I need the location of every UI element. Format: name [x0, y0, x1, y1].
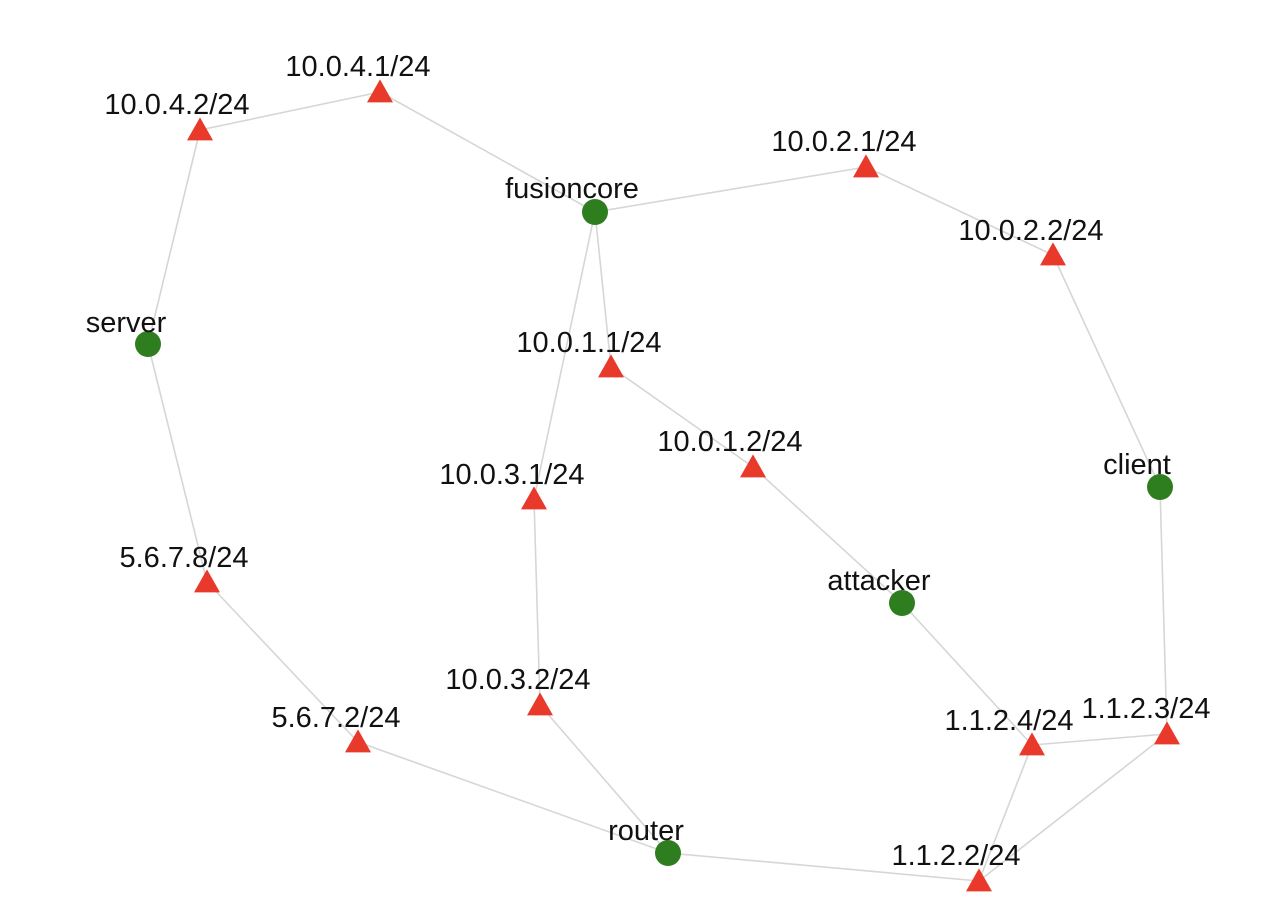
- node-label-ip_1_1_2_4: 1.1.2.4/24: [945, 705, 1074, 737]
- edge-ip_10_0_2_1-ip_10_0_2_2: [865, 166, 1054, 256]
- edge-ip_1_1_2_4-ip_1_1_2_2: [978, 744, 1033, 882]
- interface-node-ip_5_6_7_8[interactable]: [194, 569, 220, 593]
- edge-layer: [147, 91, 1168, 882]
- node-label-ip_10_0_4_1: 10.0.4.1/24: [285, 51, 430, 83]
- edge-ip_10_0_4_2-server: [147, 129, 201, 345]
- host-node-fusioncore[interactable]: [582, 199, 608, 225]
- node-label-ip_10_0_1_1: 10.0.1.1/24: [516, 327, 661, 359]
- node-label-ip_10_0_3_1: 10.0.3.1/24: [439, 459, 584, 491]
- node-label-server: server: [86, 307, 167, 339]
- node-layer: [135, 79, 1180, 892]
- edge-ip_10_0_2_2-client: [1052, 254, 1161, 488]
- label-layer: fusioncore server client attacker router 10.0…: [86, 51, 1211, 872]
- interface-node-ip_1_1_2_4[interactable]: [1019, 732, 1045, 756]
- edge-ip_10_0_4_1-ip_10_0_4_2: [199, 91, 381, 131]
- node-label-ip_10_0_1_2: 10.0.1.2/24: [657, 426, 802, 458]
- interface-node-ip_1_1_2_3[interactable]: [1154, 721, 1180, 745]
- interface-node-ip_1_1_2_2[interactable]: [966, 868, 992, 892]
- edge-server-ip_5_6_7_8: [147, 343, 208, 583]
- node-label-ip_1_1_2_2: 1.1.2.2/24: [892, 840, 1021, 872]
- edge-attacker-ip_1_1_2_4: [901, 602, 1033, 746]
- edge-ip_10_0_1_2-attacker: [752, 466, 903, 604]
- interface-node-ip_5_6_7_2[interactable]: [345, 729, 371, 753]
- interface-node-ip_10_0_1_2[interactable]: [740, 454, 766, 478]
- interface-node-ip_10_0_2_1[interactable]: [853, 154, 879, 178]
- interface-node-ip_10_0_4_2[interactable]: [187, 117, 213, 141]
- edge-ip_10_0_3_1-ip_10_0_3_2: [533, 498, 541, 706]
- node-label-ip_10_0_2_1: 10.0.2.1/24: [771, 126, 916, 158]
- host-node-server[interactable]: [135, 331, 161, 357]
- node-label-ip_10_0_3_2: 10.0.3.2/24: [445, 664, 590, 696]
- host-node-client[interactable]: [1147, 474, 1173, 500]
- edge-ip_1_1_2_2-ip_1_1_2_3: [978, 733, 1168, 882]
- edge-ip_5_6_7_8-ip_5_6_7_2: [206, 581, 359, 743]
- host-node-router[interactable]: [655, 840, 681, 866]
- interface-node-ip_10_0_2_2[interactable]: [1040, 242, 1066, 266]
- edge-ip_1_1_2_4-ip_1_1_2_3: [1031, 733, 1168, 746]
- node-label-ip_1_1_2_3: 1.1.2.3/24: [1082, 693, 1211, 725]
- edge-fusioncore-ip_10_0_2_1: [594, 166, 867, 213]
- interface-node-ip_10_0_3_1[interactable]: [521, 486, 547, 510]
- interface-node-ip_10_0_1_1[interactable]: [598, 354, 624, 378]
- host-node-attacker[interactable]: [889, 590, 915, 616]
- edge-ip_5_6_7_2-router: [357, 741, 669, 854]
- node-label-client: client: [1103, 449, 1171, 481]
- edge-client-ip_1_1_2_3: [1159, 486, 1168, 735]
- node-label-ip_5_6_7_2: 5.6.7.2/24: [272, 702, 401, 734]
- interface-node-ip_10_0_4_1[interactable]: [367, 79, 393, 103]
- node-label-router: router: [608, 815, 684, 847]
- edge-ip_10_0_3_2-router: [539, 704, 669, 854]
- edge-router-ip_1_1_2_2: [667, 852, 980, 882]
- interface-node-ip_10_0_3_2[interactable]: [527, 692, 553, 716]
- edge-ip_10_0_1_1-ip_10_0_1_2: [610, 366, 754, 468]
- node-label-ip_10_0_4_2: 10.0.4.2/24: [104, 89, 249, 121]
- node-label-fusioncore: fusioncore: [505, 173, 639, 205]
- node-label-ip_10_0_2_2: 10.0.2.2/24: [958, 215, 1103, 247]
- node-label-attacker: attacker: [827, 565, 930, 597]
- node-label-ip_5_6_7_8: 5.6.7.8/24: [120, 542, 249, 574]
- edge-ip_10_0_4_1-fusioncore: [379, 91, 596, 213]
- edge-fusioncore-ip_10_0_1_1: [594, 211, 612, 368]
- edge-fusioncore-ip_10_0_3_1: [533, 211, 596, 500]
